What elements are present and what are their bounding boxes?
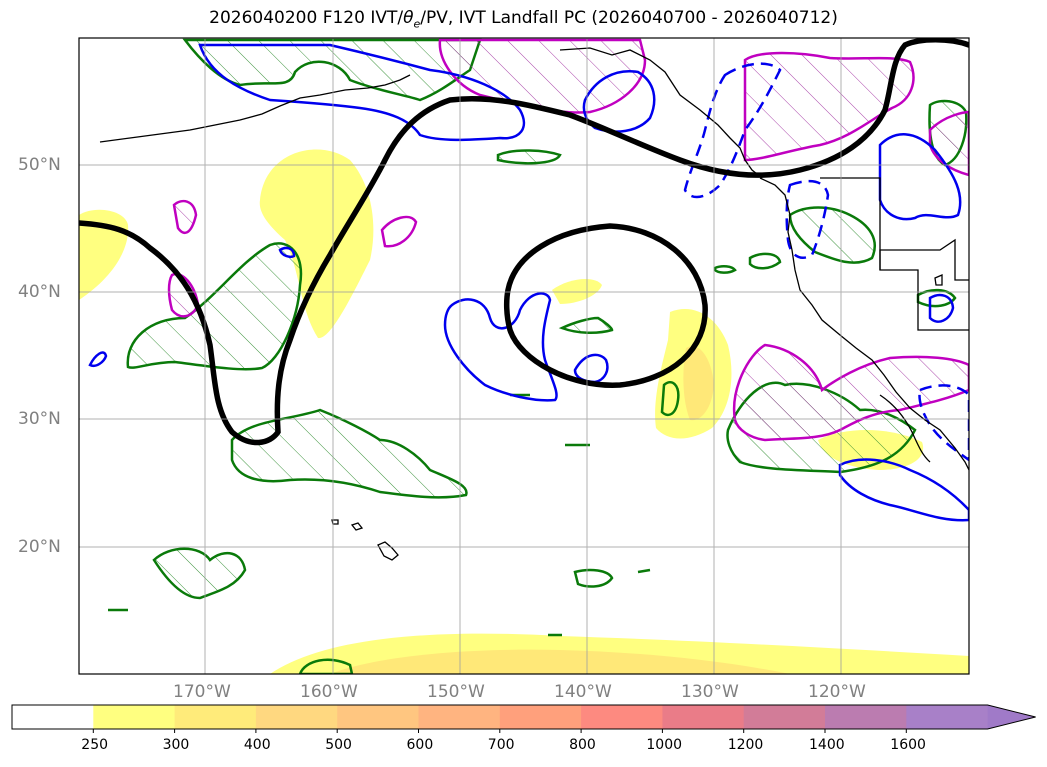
gridlines xyxy=(79,38,969,674)
magenta-region xyxy=(167,272,200,318)
colorbar-tick-label: 700 xyxy=(487,737,515,753)
blue-contour xyxy=(88,351,108,367)
blue-contour-dashed xyxy=(683,62,782,199)
colorbar-segment xyxy=(12,705,94,729)
lat-label-20: 20°N xyxy=(18,537,61,557)
colorbar-segment xyxy=(255,705,338,729)
pv-region xyxy=(298,658,354,674)
blue-contour-dashed xyxy=(918,384,969,462)
colorbar-segment xyxy=(499,705,582,729)
pv-region xyxy=(182,38,482,102)
magenta-region xyxy=(928,110,969,177)
coastline xyxy=(759,177,969,471)
colorbar-tick-label: 1000 xyxy=(646,737,683,753)
ivt-region xyxy=(683,346,714,421)
colorbar-segment xyxy=(906,705,989,729)
blue-contour xyxy=(878,133,962,221)
pv-region xyxy=(916,288,957,308)
island xyxy=(350,522,364,531)
colorbar-segment xyxy=(581,705,663,729)
colorbar-outline xyxy=(11,704,1036,730)
blue-contour xyxy=(278,246,296,258)
colorbar xyxy=(11,704,1036,733)
coastline xyxy=(559,47,763,179)
coastline xyxy=(820,177,969,331)
ivt-region xyxy=(552,278,602,304)
lon-label-130w: 130°W xyxy=(681,682,739,702)
magenta-region xyxy=(438,38,647,114)
magenta-region xyxy=(380,215,418,248)
magenta-region xyxy=(172,199,198,235)
colorbar-extend-arrow xyxy=(987,705,1036,729)
colorbar-tick-label: 500 xyxy=(325,737,352,753)
colorbar-segment xyxy=(174,705,257,729)
lon-label-170w: 170°W xyxy=(173,682,231,702)
pv-region xyxy=(788,206,876,264)
colorbar-segment xyxy=(418,705,501,729)
lon-label-120w: 120°W xyxy=(808,682,866,702)
magenta-hatch-layer xyxy=(167,38,969,442)
blue-contour xyxy=(443,292,558,402)
theta-contour xyxy=(503,223,708,388)
colorbar-segment xyxy=(743,705,826,729)
blue-contour xyxy=(928,293,955,323)
ivt-region xyxy=(259,149,374,339)
colorbar-tick-label: 800 xyxy=(569,737,596,753)
colorbar-tick-label: 600 xyxy=(406,737,434,753)
pv-region xyxy=(573,568,614,588)
colorbar-tick-label: 250 xyxy=(81,737,109,753)
lat-label-50: 50°N xyxy=(18,155,61,175)
pv-region xyxy=(660,381,680,417)
island xyxy=(934,274,943,286)
colorbar-tick-label: 1600 xyxy=(890,737,926,753)
colorbar-segment xyxy=(93,705,176,729)
lat-label-40: 40°N xyxy=(18,282,61,302)
theta-contour-layer xyxy=(79,38,969,446)
colorbar-tick-label: 300 xyxy=(162,737,190,753)
blue-contour xyxy=(838,458,969,522)
ivt-region xyxy=(79,209,129,300)
map-frame xyxy=(78,37,970,675)
colorbar-tick-label: 1400 xyxy=(809,737,845,753)
colorbar-tick-label: 400 xyxy=(243,737,271,753)
coastline xyxy=(879,394,931,463)
coastline-layer xyxy=(99,47,969,561)
pv-region xyxy=(713,265,737,274)
lat-label-30: 30°N xyxy=(18,409,61,429)
colorbar-segment xyxy=(337,705,419,729)
colorbar-segment xyxy=(662,705,745,729)
lon-label-150w: 150°W xyxy=(427,682,485,702)
colorbar-tick-label: 1200 xyxy=(727,737,764,753)
blue-contour xyxy=(198,43,526,142)
coastline xyxy=(879,238,969,281)
coastline xyxy=(99,74,411,143)
pv-region xyxy=(748,252,782,270)
lon-label-140w: 140°W xyxy=(554,682,612,702)
theta-contour xyxy=(79,38,969,446)
blue-contour-dashed xyxy=(785,179,830,259)
blue-contour xyxy=(573,353,609,384)
pv-region xyxy=(126,242,303,371)
lon-label-160w: 160°W xyxy=(300,682,358,702)
magenta-region xyxy=(743,51,915,162)
ivt-region xyxy=(330,649,790,674)
pv-region xyxy=(230,408,468,499)
chart-title: 2026040200 F120 IVT/θe/PV, IVT Landfall … xyxy=(209,8,838,31)
pv-region xyxy=(496,149,562,165)
island xyxy=(377,541,399,561)
colorbar-segment xyxy=(825,705,907,729)
pv-region xyxy=(152,547,247,600)
